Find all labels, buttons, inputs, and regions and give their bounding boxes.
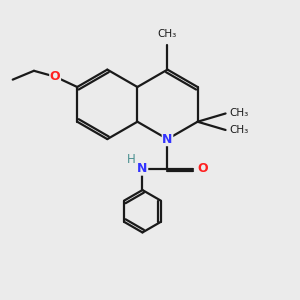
Text: O: O	[197, 162, 208, 175]
Text: O: O	[50, 70, 60, 83]
Text: CH₃: CH₃	[229, 109, 248, 118]
Text: H: H	[127, 153, 136, 166]
Text: N: N	[162, 133, 173, 146]
Text: CH₃: CH₃	[229, 125, 248, 135]
Text: N: N	[137, 162, 148, 175]
Text: CH₃: CH₃	[158, 29, 177, 39]
